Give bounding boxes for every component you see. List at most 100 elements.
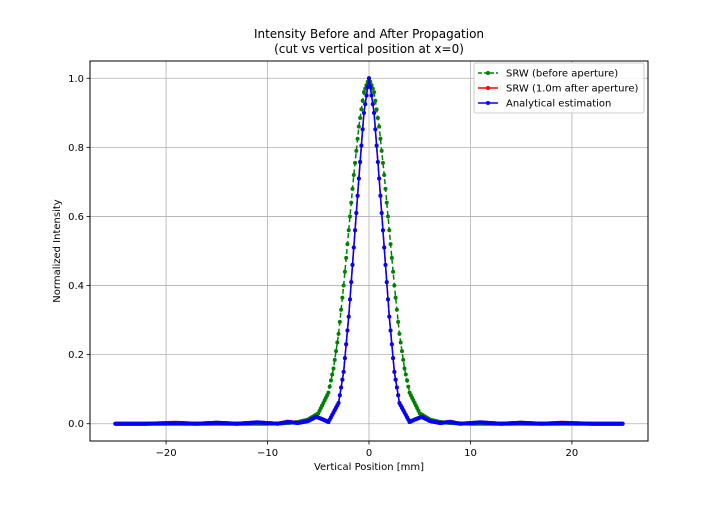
series-0-point: [335, 340, 340, 345]
legend-label: SRW (before aperture): [506, 69, 618, 80]
series-2-point: [367, 76, 371, 81]
series-0-point: [392, 283, 397, 288]
series-2-point: [339, 385, 344, 390]
series-0-point: [351, 173, 356, 177]
series-0-point: [327, 384, 332, 389]
legend-swatch-marker: [486, 86, 490, 90]
series-2-point: [389, 342, 394, 347]
series-2-point: [337, 393, 342, 398]
series-2-point: [374, 143, 379, 148]
series-2: [113, 76, 625, 426]
series-2-point: [372, 110, 377, 115]
series-0-point: [330, 372, 335, 377]
series-0-point: [346, 228, 351, 233]
legend-label: SRW (1.0m after aperture): [506, 84, 639, 95]
series-2-point: [380, 228, 385, 233]
series-0-point: [354, 148, 359, 153]
legend-box: [473, 62, 645, 114]
series-2-point: [375, 160, 380, 165]
series-0-point: [403, 372, 408, 377]
series-2-point: [392, 369, 397, 374]
series-2-point: [363, 102, 368, 107]
series-0-point: [396, 319, 401, 324]
series-0-point: [339, 307, 344, 312]
series-0-point: [361, 90, 366, 95]
series-0-point: [350, 186, 355, 191]
y-tick-label: 0.8: [68, 143, 84, 154]
series-0-point: [356, 124, 361, 129]
series-0-point: [375, 116, 380, 120]
series-0-point: [374, 107, 379, 112]
series-2-point: [383, 262, 388, 267]
series-0-point: [383, 186, 388, 191]
series-0-point: [336, 331, 341, 336]
series-0-point: [347, 214, 352, 219]
series-0-point: [380, 160, 385, 165]
y-tick-label: 1.0: [68, 74, 84, 85]
series-layer: [113, 76, 625, 426]
series-2-point: [345, 328, 350, 333]
x-tick-label: 0: [366, 448, 372, 459]
series-0-point: [391, 269, 396, 274]
series-2-point: [356, 176, 361, 181]
x-tick-label: −10: [257, 448, 278, 459]
series-0-point: [342, 269, 347, 274]
series-2-point: [346, 314, 351, 319]
series-2-point: [378, 193, 383, 198]
series-0-point: [397, 331, 402, 336]
x-tick-label: 10: [464, 448, 477, 459]
series-2-point: [359, 143, 364, 148]
chart-title: Intensity Before and After Propagation: [254, 27, 484, 41]
series-2-point: [620, 421, 625, 426]
series-0-point: [389, 255, 394, 260]
series-2-point: [382, 245, 387, 250]
series-0-point: [393, 295, 398, 300]
series-0-point: [355, 136, 360, 141]
tick-layer: −20 −10 0 10 20 0.0 0.2 0.4 0.6 0.8 1.0: [68, 74, 578, 459]
legend: SRW (before aperture) SRW (1.0m after ape…: [473, 62, 645, 114]
series-0-point: [384, 200, 389, 205]
series-2-point: [341, 369, 346, 374]
series-0-point: [377, 124, 382, 129]
legend-swatch-marker: [486, 101, 490, 105]
series-2-point: [368, 84, 373, 89]
chart-subtitle: (cut vs vertical position at x=0): [274, 42, 464, 56]
x-tick-label: −20: [156, 448, 177, 459]
y-tick-label: 0.4: [68, 281, 84, 292]
series-0-point: [379, 148, 384, 153]
series-0-point: [344, 255, 349, 260]
series-2-point: [391, 356, 396, 361]
series-0-point: [359, 107, 364, 112]
series-2-point: [351, 245, 356, 250]
series-2-point: [349, 280, 354, 285]
series-2-point: [344, 342, 349, 347]
series-0-point: [331, 366, 336, 371]
series-2-point: [370, 102, 375, 107]
series-0-point: [326, 390, 331, 395]
y-tick-label: 0.2: [68, 350, 84, 361]
series-2-point: [353, 228, 358, 233]
y-tick-label: 0.6: [68, 212, 84, 223]
legend-items: SRW (before aperture) SRW (1.0m after ape…: [478, 69, 639, 110]
series-0-point: [345, 242, 350, 247]
series-2-point: [388, 328, 393, 333]
y-tick-label: 0.0: [68, 419, 84, 430]
series-0-point: [373, 98, 378, 103]
series-0-point: [358, 116, 363, 120]
series-2-point: [387, 314, 392, 319]
series-0-point: [340, 295, 345, 300]
series-2-point: [394, 385, 399, 390]
series-0-point: [382, 173, 387, 177]
series-2-point: [347, 297, 352, 302]
series-0-point: [388, 242, 393, 247]
series-0-point: [349, 200, 354, 205]
series-2-point: [336, 401, 341, 405]
legend-label: Analytical estimation: [506, 99, 611, 110]
x-axis-label: Vertical Position [mm]: [314, 462, 424, 473]
series-0-point: [372, 90, 377, 95]
series-0-point: [405, 378, 410, 383]
series-2-point: [369, 93, 374, 98]
series-0-point: [387, 228, 392, 233]
